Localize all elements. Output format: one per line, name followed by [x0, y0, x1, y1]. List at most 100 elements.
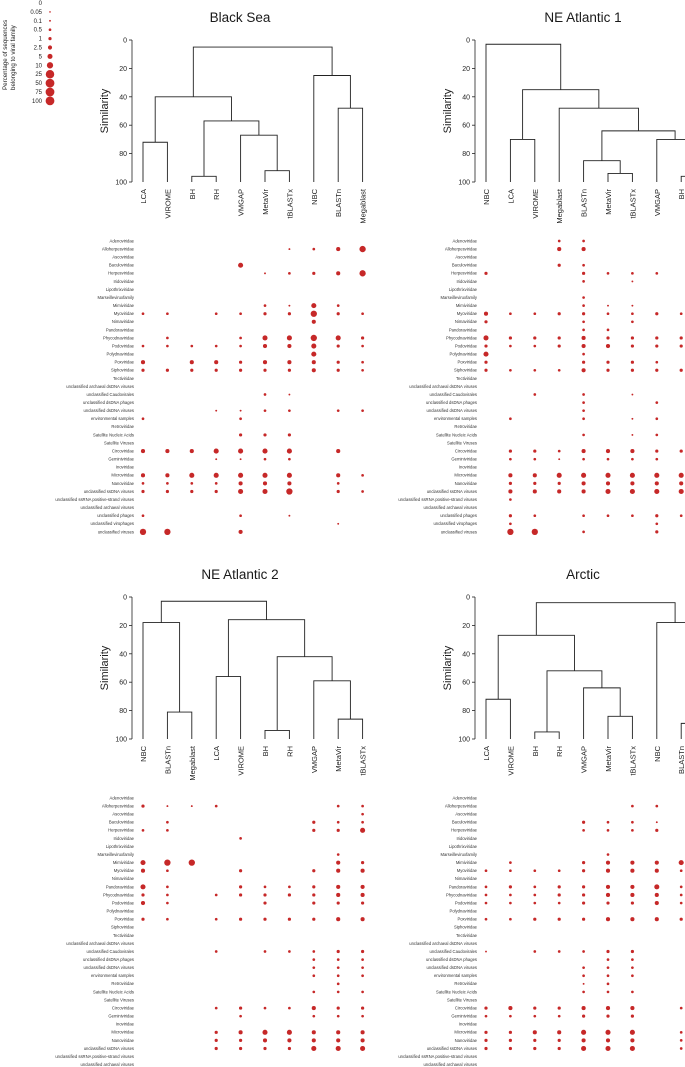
bubble: [166, 344, 169, 348]
bubble: [312, 990, 316, 994]
bubble: [605, 1038, 611, 1043]
legend-bubble: [47, 45, 53, 50]
bubble: [582, 280, 585, 283]
leaf-label: Megablast: [188, 745, 197, 781]
family-label: Satellite Nucleic Acids: [93, 989, 134, 994]
bubble: [189, 449, 194, 454]
y-tick-label: 80: [462, 708, 470, 715]
bubble: [605, 868, 611, 873]
bubble: [312, 1014, 316, 1018]
bubble: [288, 950, 291, 953]
bubble: [286, 472, 292, 478]
bubble: [533, 1014, 537, 1018]
family-label: Nimaviridae: [112, 319, 135, 324]
bubble: [287, 481, 292, 486]
bubble: [214, 312, 218, 316]
bubble: [141, 482, 145, 485]
bubble: [654, 472, 660, 478]
bubble: [312, 958, 316, 961]
bubble: [311, 319, 316, 324]
leaf-label: BLASTn: [163, 746, 172, 774]
family-label: Tectiviridae: [456, 376, 478, 381]
bubble: [655, 368, 659, 372]
leaf-label: LCA: [212, 746, 221, 761]
bubble: [606, 360, 610, 364]
bubble: [605, 860, 611, 865]
bubble: [557, 263, 561, 267]
bubble: [582, 861, 586, 865]
bubble: [582, 312, 586, 316]
bubble: [630, 1006, 635, 1011]
bubble: [190, 368, 194, 372]
bubble: [655, 417, 659, 421]
bubble: [166, 820, 169, 824]
family-label: Ascoviridae: [112, 812, 134, 817]
bubble: [239, 409, 242, 412]
bubble: [166, 869, 169, 873]
bubble: [359, 270, 366, 277]
y-tick-label: 0: [466, 38, 470, 45]
bubble: [509, 861, 512, 864]
bubble: [263, 893, 267, 897]
bubble: [361, 901, 365, 905]
bubble: [508, 473, 513, 478]
leaf-label: VMGAP: [580, 746, 589, 773]
bubble: [606, 312, 610, 316]
family-label: Adenoviridae: [453, 238, 478, 243]
bubble: [140, 449, 146, 454]
y-tick-label: 0: [123, 38, 127, 45]
dendrogram-branch: [546, 670, 603, 732]
family-label: unclassified ssDNA viruses: [84, 1046, 134, 1051]
dendrogram-branch: [534, 731, 560, 739]
bubble: [582, 514, 585, 518]
bubble: [557, 344, 561, 348]
panel-title: Arctic: [566, 567, 600, 582]
bubble: [582, 433, 585, 437]
dendrogram-branch: [264, 730, 290, 739]
bubble: [164, 859, 171, 866]
bubble: [140, 900, 146, 906]
y-axis-label: Similarity: [99, 88, 111, 133]
bubble: [509, 344, 512, 348]
dendrogram-branch: [215, 676, 242, 739]
bubble: [655, 336, 659, 340]
y-tick-label: 80: [119, 151, 127, 158]
bubble: [288, 393, 291, 396]
bubble: [533, 393, 537, 396]
leaf-label: NBC: [139, 745, 148, 761]
family-label: Polydnaviridae: [107, 909, 135, 914]
bubble: [606, 949, 610, 954]
bubble: [655, 522, 659, 526]
bubble: [533, 312, 537, 316]
bubble: [361, 312, 364, 316]
bubble: [238, 488, 244, 495]
dendrogram-branch: [535, 602, 676, 636]
bubble: [605, 488, 611, 495]
bubble: [141, 917, 145, 921]
bubble: [336, 409, 340, 413]
family-label: unclassified dsDNA phages: [83, 957, 134, 962]
bubble: [533, 885, 537, 889]
bubble: [311, 303, 317, 309]
family-label: Nimaviridae: [112, 876, 135, 881]
family-label: Adenoviridae: [453, 795, 478, 800]
bubble: [631, 457, 634, 461]
dendrogram-branch: [166, 711, 193, 739]
leaf-label: VIROME: [237, 746, 246, 776]
bubble: [262, 335, 268, 341]
bubble: [655, 821, 658, 824]
bubble: [533, 481, 537, 485]
bubble: [484, 885, 488, 889]
bubble: [483, 311, 489, 316]
family-label: Baculoviridae: [109, 820, 135, 825]
bubble: [215, 458, 218, 461]
family-label: unclassified dsDNA phages: [426, 957, 477, 962]
bubble: [361, 812, 364, 816]
bubble: [311, 343, 317, 349]
bubble: [655, 401, 659, 404]
family-label: unclassified archaeal viruses: [80, 1062, 134, 1067]
family-label: Inoviridae: [459, 465, 478, 470]
leaf-label: BLASTn: [580, 189, 589, 217]
leaf-label: tBLASTx: [628, 189, 637, 219]
bubble: [238, 448, 244, 454]
